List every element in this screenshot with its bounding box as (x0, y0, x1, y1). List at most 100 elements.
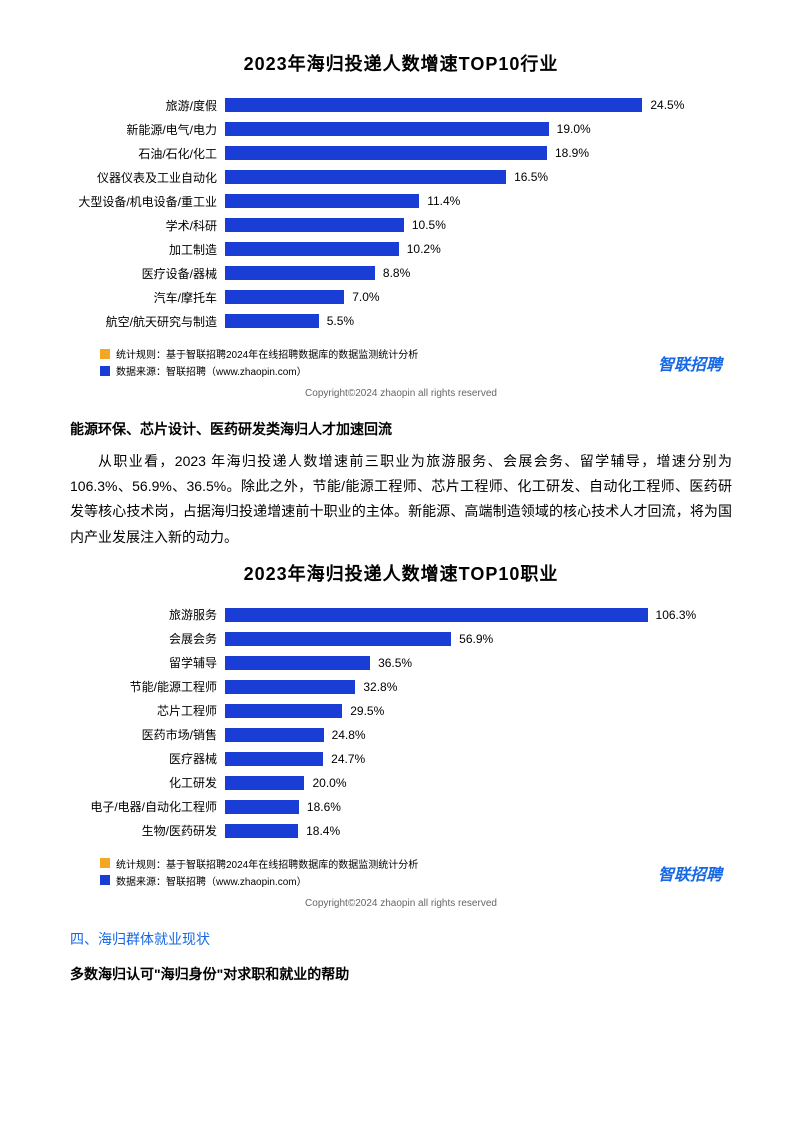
bar-fill (225, 704, 342, 718)
legend-rule-swatch (100, 349, 110, 359)
bar-row: 节能/能源工程师32.8% (70, 678, 702, 696)
brand-logo2: 智联招聘 (658, 861, 722, 885)
bar-row: 仪器仪表及工业自动化 16.5% (70, 168, 702, 186)
bar-track: 18.6% (225, 800, 702, 814)
bar-value: 24.5% (642, 98, 684, 112)
bar-row: 芯片工程师 29.5% (70, 702, 702, 720)
bar-value: 32.8% (355, 680, 397, 694)
legend-source-swatch (100, 366, 110, 376)
bar-label: 医疗器械 (70, 750, 225, 767)
bar-fill (225, 752, 323, 766)
bar-fill (225, 290, 344, 304)
bar-label: 仪器仪表及工业自动化 (70, 169, 225, 186)
bar-track: 10.2% (225, 242, 702, 256)
bar-fill (225, 728, 324, 742)
bar-row: 航空/航天研究与制造5.5% (70, 312, 702, 330)
chart2-legend: 统计规则：基于智联招聘2024年在线招聘数据库的数据监测统计分析 数据来源：智联… (70, 846, 732, 893)
bar-label: 电子/电器/自动化工程师 (70, 798, 225, 815)
bar-label: 医药市场/销售 (70, 726, 225, 743)
bar-track: 20.0% (225, 776, 702, 790)
bar-track: 7.0% (225, 290, 702, 304)
bar-row: 大型设备/机电设备/重工业11.4% (70, 192, 702, 210)
bar-row: 旅游/度假 24.5% (70, 96, 702, 114)
bar-fill (225, 656, 370, 670)
heading-energy: 能源环保、芯片设计、医药研发类海归人才加速回流 (70, 419, 732, 439)
bar-label: 化工研发 (70, 774, 225, 791)
bar-fill (225, 146, 547, 160)
bar-row: 新能源/电气/电力19.0% (70, 120, 702, 138)
bar-fill (225, 776, 304, 790)
bar-track: 36.5% (225, 656, 702, 670)
brand-logo: 智联招聘 (658, 351, 722, 375)
bar-track: 8.8% (225, 266, 702, 280)
bar-track: 18.4% (225, 824, 702, 838)
legend-rule: 统计规则：基于智联招聘2024年在线招聘数据库的数据监测统计分析 (100, 346, 732, 361)
bar-value: 24.8% (324, 728, 366, 742)
text-block: 能源环保、芯片设计、医药研发类海归人才加速回流 从职业看，2023 年海归投递人… (70, 419, 732, 550)
bar-fill (225, 680, 355, 694)
bar-label: 留学辅导 (70, 654, 225, 671)
bar-label: 汽车/摩托车 (70, 289, 225, 306)
bar-track: 24.5% (225, 98, 702, 112)
bar-row: 医药市场/销售 24.8% (70, 726, 702, 744)
bar-fill (225, 314, 319, 328)
bar-row: 化工研发20.0% (70, 774, 702, 792)
bar-track: 11.4% (225, 194, 702, 208)
bar-row: 石油/石化/化工 18.9% (70, 144, 702, 162)
legend-source2: 数据来源：智联招聘（www.zhaopin.com） (100, 873, 732, 888)
brand-text: 智联招聘 (658, 351, 722, 375)
chart1-title: 2023年海归投递人数增速TOP10行业 (70, 50, 732, 76)
legend-source-swatch2 (100, 875, 110, 885)
chart1-bars: 旅游/度假 24.5% 新能源/电气/电力19.0% 石油/石化/化工 18.9% 仪器仪… (70, 96, 732, 330)
bar-row: 生物/医药研发18.4% (70, 822, 702, 840)
subsection-title: 四、海归群体就业现状 (70, 929, 732, 949)
bar-value: 18.9% (547, 146, 589, 160)
bar-track: 56.9% (225, 632, 702, 646)
bar-value: 56.9% (451, 632, 493, 646)
bar-value: 11.4% (419, 194, 460, 208)
chart1-copyright: Copyright©2024 zhaopin all rights reserv… (70, 388, 732, 399)
bar-label: 旅游服务 (70, 606, 225, 623)
bar-label: 石油/石化/化工 (70, 145, 225, 162)
bar-fill (225, 242, 399, 256)
bar-track: 16.5% (225, 170, 702, 184)
legend-rule2: 统计规则：基于智联招聘2024年在线招聘数据库的数据监测统计分析 (100, 856, 732, 871)
bar-label: 医疗设备/器械 (70, 265, 225, 282)
bar-value: 18.4% (298, 824, 340, 838)
bar-value: 29.5% (342, 704, 384, 718)
bar-value: 24.7% (323, 752, 365, 766)
legend-rule-text2: 统计规则：基于智联招聘2024年在线招聘数据库的数据监测统计分析 (116, 856, 418, 871)
heading-identity: 多数海归认可"海归身份"对求职和就业的帮助 (70, 964, 732, 984)
legend-source-text: 数据来源：智联招聘（www.zhaopin.com） (116, 363, 307, 378)
bar-row: 旅游服务106.3% (70, 606, 702, 624)
bar-row: 加工制造10.2% (70, 240, 702, 258)
chart2-copyright: Copyright©2024 zhaopin all rights reserv… (70, 898, 732, 909)
bar-fill (225, 266, 375, 280)
bar-value: 7.0% (344, 290, 379, 304)
bar-fill (225, 194, 419, 208)
legend-source-text2: 数据来源：智联招聘（www.zhaopin.com） (116, 873, 307, 888)
legend-rule-swatch2 (100, 858, 110, 868)
paragraph-body: 从职业看，2023 年海归投递人数增速前三职业为旅游服务、会展会务、留学辅导，增… (70, 449, 732, 550)
chart1-legend: 统计规则：基于智联招聘2024年在线招聘数据库的数据监测统计分析 数据来源：智联… (70, 336, 732, 383)
bar-row: 医疗设备/器械8.8% (70, 264, 702, 282)
bar-track: 5.5% (225, 314, 702, 328)
bar-track: 32.8% (225, 680, 702, 694)
bar-value: 10.2% (399, 242, 441, 256)
bar-row: 医疗器械 24.7% (70, 750, 702, 768)
bar-value: 10.5% (404, 218, 446, 232)
chart2-title: 2023年海归投递人数增速TOP10职业 (70, 560, 732, 586)
bar-label: 芯片工程师 (70, 702, 225, 719)
bar-track: 10.5% (225, 218, 702, 232)
bar-label: 会展会务 (70, 630, 225, 647)
chart-top10-industries: 2023年海归投递人数增速TOP10行业 旅游/度假 24.5% 新能源/电气/电力… (70, 50, 732, 399)
bar-row: 学术/科研10.5% (70, 216, 702, 234)
bar-row: 留学辅导 36.5% (70, 654, 702, 672)
bar-label: 旅游/度假 (70, 97, 225, 114)
bar-track: 19.0% (225, 122, 702, 136)
bar-value: 36.5% (370, 656, 412, 670)
bar-track: 18.9% (225, 146, 702, 160)
bar-track: 24.7% (225, 752, 702, 766)
chart-top10-jobs: 2023年海归投递人数增速TOP10职业 旅游服务106.3% 会展会务 56.9%… (70, 560, 732, 909)
bar-value: 16.5% (506, 170, 548, 184)
